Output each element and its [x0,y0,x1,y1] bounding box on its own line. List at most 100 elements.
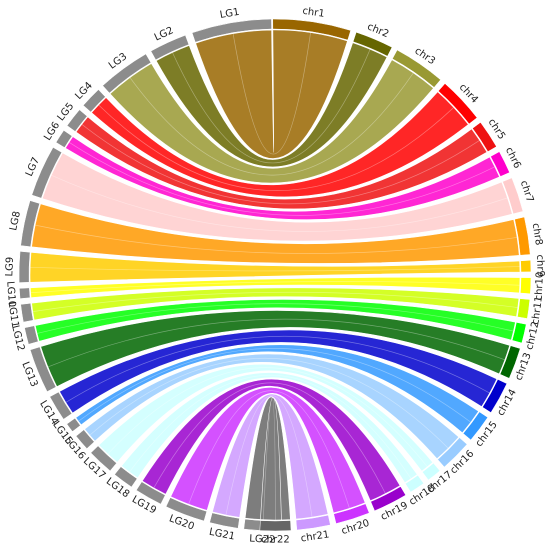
synteny-ribbon-lg17 [98,363,434,472]
synteny-ribbon-lg18 [121,372,418,484]
ribbon-texture-line [81,124,480,205]
ideogram-chr15 [462,411,489,441]
ideogram-lg1 [191,18,272,43]
synteny-ribbon-lg1 [195,29,348,159]
ideogram-lg18 [114,466,138,488]
label-chr21: chr21 [300,529,330,544]
ideogram-lg7 [31,147,63,199]
ideogram-chr18 [405,474,425,493]
synteny-ribbon-lg6 [65,136,500,220]
ideogram-chr12 [511,322,527,344]
ribbon-texture-line [30,266,520,272]
ribbon-texture-line [129,374,412,479]
ideogram-lg12 [24,325,39,345]
ribbon-texture-line [68,141,495,216]
ideogram-chr13 [499,345,521,379]
label-lg8: LG8 [8,210,23,232]
ideogram-chr14 [482,379,508,413]
ideogram-lg8 [20,200,40,248]
label-chr22: chr22 [261,534,290,545]
ribbon-texture-line [262,397,276,521]
label-chr12: chr12 [524,321,541,351]
ideogram-chr21 [295,514,331,531]
ideogram-lg17 [90,445,117,472]
synteny-ribbon-lg7 [41,152,513,242]
ribbon-texture-line [172,49,371,164]
ribbon-texture-line [32,291,518,312]
ideogram-chr20 [333,503,370,524]
label-chr9: chr9 [534,254,546,277]
ribbon-texture-line [35,224,518,254]
ideogram-lg5 [66,109,88,132]
synteny-ribbon-lg12 [34,299,516,342]
ideogram-chr11 [517,298,531,319]
ribbon-texture-line [188,390,350,509]
ideogram-lg2 [150,34,190,61]
ideogram-chr17 [422,462,441,481]
ribbon-texture-line [129,72,414,176]
ideogram-lg3 [102,53,152,94]
ideogram-lg21 [209,512,240,529]
label-lg11: LG11 [6,301,21,328]
ideogram-chr9 [520,259,532,273]
synteny-ribbon-lg21 [212,393,329,520]
ideogram-chr2 [352,31,393,57]
synteny-ribbon-lg4 [91,91,469,198]
ideogram-chr5 [472,122,497,152]
ideogram-lg9 [18,251,31,283]
ideogram-chr22 [259,520,292,532]
label-chr11: chr11 [530,295,545,325]
synteny-ribbon-lg2 [155,42,388,168]
synteny-ribbon-lg9 [29,252,521,283]
ideogram-lg10 [19,287,31,299]
ribbon-texture-line [36,303,514,334]
label-lg21: LG21 [208,527,236,543]
lg-ideogram-ring [18,18,282,532]
ideogram-lg6 [55,130,73,148]
label-lg12: LG12 [9,324,26,352]
label-lg22: LG22 [249,534,276,546]
label-lg10: LG10 [4,281,17,308]
synteny-ribbon-lg13 [40,310,511,388]
ideogram-lg16 [75,429,95,449]
ideogram-chr1 [272,18,352,41]
ideogram-lg19 [135,481,166,505]
synteny-ribbon-lg19 [141,378,401,502]
ideogram-lg14 [49,391,73,420]
ribbon-texture-line [78,348,472,423]
ribbon-texture-line [51,174,508,232]
ideogram-chr16 [437,437,468,468]
synteny-ribbon-lg5 [75,116,488,210]
ribbon-texture-line [65,336,490,403]
ribbon-texture-line [225,395,313,518]
label-chr10: chr10 [534,272,546,301]
ideogram-lg20 [165,497,208,522]
ideogram-lg4 [82,89,106,113]
synteny-ribbon-lg16 [84,353,460,460]
ribbon-texture-line [232,32,311,155]
ideogram-chr4 [437,83,478,125]
ideogram-chr3 [392,49,441,88]
ribbon-texture-line [47,318,505,368]
ideogram-lg15 [66,417,81,432]
ribbon-texture-line [107,367,428,468]
synteny-ribbon-lg11 [31,287,520,321]
synteny-links [29,29,521,521]
synteny-ribbon-lg14 [59,329,498,414]
ideogram-lg11 [20,302,34,323]
ideogram-chr6 [490,151,510,177]
ideogram-chr10 [520,277,532,295]
label-chr8: chr8 [530,222,544,246]
synteny-ribbon-lg10 [30,276,521,298]
synteny-ribbon-lg22 [244,396,291,521]
synteny-ribbon-lg8 [31,203,520,264]
synteny-ribbon-lg20 [170,387,366,514]
chr-ideogram-ring [259,18,532,532]
ideogram-chr8 [514,216,531,256]
ribbon-texture-line [153,382,386,494]
ribbon-texture-line [30,281,520,294]
ribbon-texture-line [89,358,449,449]
label-chr1: chr1 [302,6,326,20]
